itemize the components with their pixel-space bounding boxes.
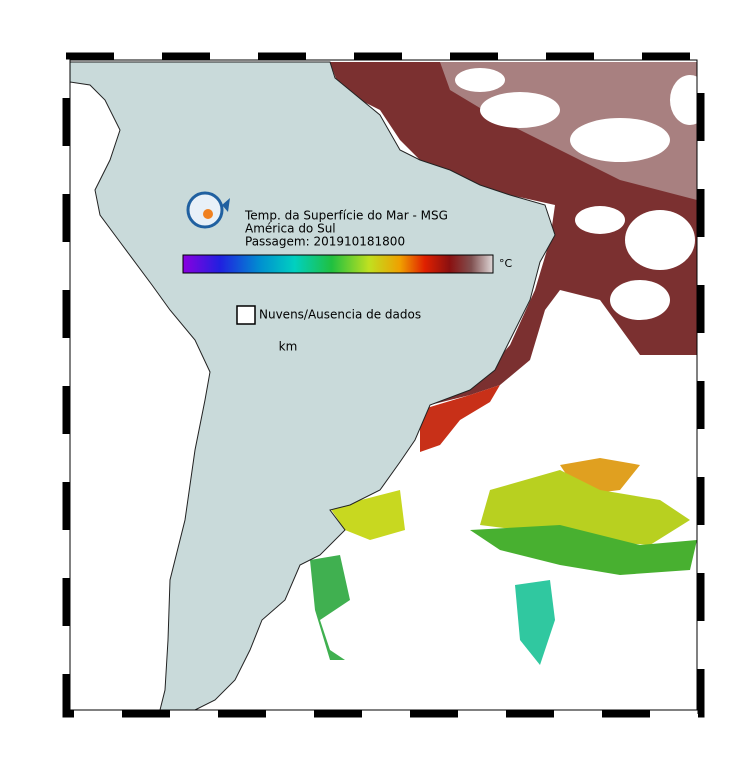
frame [62,52,705,718]
map-body [70,60,697,710]
sst-red [420,385,500,452]
scale-unit: km [279,340,298,354]
clouds [455,68,697,348]
legend-label: Nuvens/Ausencia de dados [259,308,421,322]
colorbar [182,254,494,274]
subtitle: América do Sul [245,222,336,236]
title: Temp. da Superfície do Mar - MSG [244,209,448,223]
sst-coast-green [310,555,350,660]
sst-green [470,525,697,575]
logo [186,191,230,229]
sst-yellow [480,470,690,545]
sst-cyan [515,580,555,665]
colorbar-unit: °C [499,257,513,270]
sst-plata [330,490,405,540]
pass-date: Passagem: 201910181800 [245,235,405,249]
land [70,61,556,710]
legend-swatch [236,305,256,325]
